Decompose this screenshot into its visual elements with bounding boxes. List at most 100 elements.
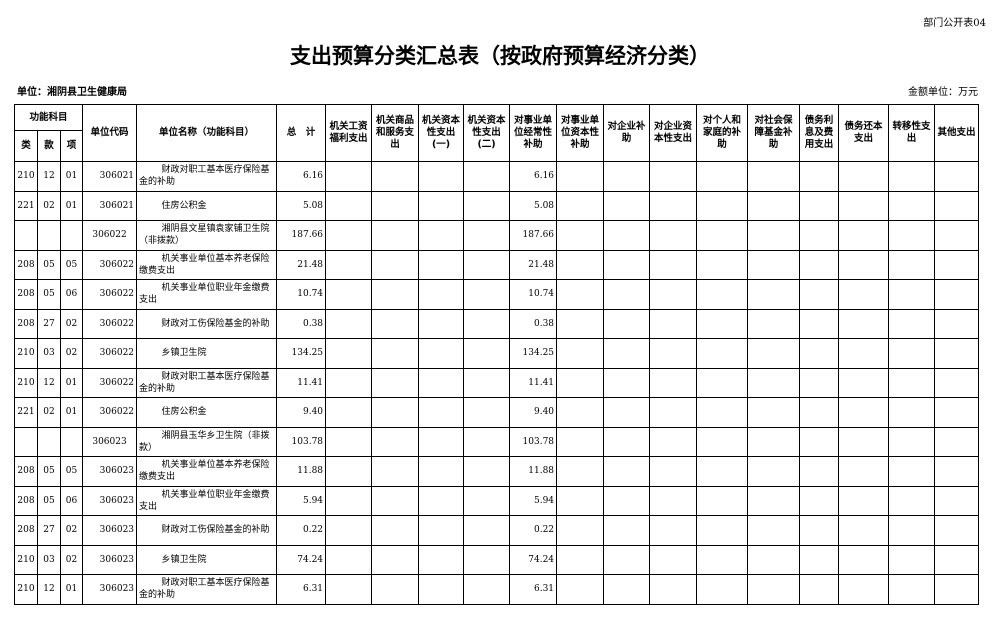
cell-xiang: 05 bbox=[59, 456, 84, 487]
cell-col bbox=[371, 544, 420, 575]
cell-code: 306022 bbox=[82, 220, 138, 251]
cell-col bbox=[371, 515, 420, 546]
cell-col bbox=[556, 515, 605, 546]
cell-col bbox=[934, 485, 980, 516]
cell-col bbox=[603, 190, 651, 221]
cell-name: 湘阴县玉华乡卫生院（非拨款） bbox=[136, 426, 278, 457]
cell-col bbox=[696, 190, 749, 221]
header-col: 机关工资福利支出 bbox=[325, 104, 373, 162]
cell-col bbox=[325, 574, 373, 605]
cell-col bbox=[463, 544, 511, 575]
cell-lei: 210 bbox=[14, 574, 38, 605]
cell-kuan: 05 bbox=[37, 485, 61, 516]
cell-col: 6.16 bbox=[509, 161, 558, 192]
header-name: 单位名称（功能科目） bbox=[136, 104, 278, 162]
cell-col bbox=[649, 397, 698, 428]
cell-total: 0.38 bbox=[276, 308, 327, 339]
cell-col bbox=[934, 426, 980, 457]
cell-col bbox=[371, 161, 420, 192]
unit-label: 单位：湘阴县卫生健康局 bbox=[17, 87, 127, 98]
cell-kuan: 05 bbox=[37, 456, 61, 487]
cell-col bbox=[463, 190, 511, 221]
cell-col bbox=[418, 338, 465, 369]
cell-col bbox=[934, 397, 980, 428]
table-row: 221 02 01 306021 住房公积金 5.08 5.08 bbox=[14, 190, 980, 221]
cell-name: 乡镇卫生院 bbox=[136, 338, 278, 369]
cell-col bbox=[556, 426, 605, 457]
header-col: 对企业资本性支出 bbox=[649, 104, 698, 162]
cell-code: 306023 bbox=[82, 456, 138, 487]
header-col: 对社会保障基金补助 bbox=[747, 104, 801, 162]
cell-col bbox=[603, 397, 651, 428]
cell-col bbox=[838, 426, 890, 457]
cell-col bbox=[649, 220, 698, 251]
cell-lei bbox=[14, 220, 38, 251]
cell-col bbox=[799, 426, 840, 457]
cell-col bbox=[649, 190, 698, 221]
cell-col bbox=[325, 397, 373, 428]
cell-col: 5.94 bbox=[509, 485, 558, 516]
cell-kuan: 02 bbox=[37, 397, 61, 428]
cell-name: 住房公积金 bbox=[136, 190, 278, 221]
cell-col bbox=[888, 515, 936, 546]
cell-total: 5.94 bbox=[276, 485, 327, 516]
cell-col bbox=[838, 456, 890, 487]
cell-col bbox=[934, 338, 980, 369]
cell-col bbox=[799, 279, 840, 310]
cell-col bbox=[696, 397, 749, 428]
cell-kuan: 03 bbox=[37, 338, 61, 369]
cell-total: 9.40 bbox=[276, 397, 327, 428]
cell-col bbox=[888, 220, 936, 251]
cell-col bbox=[799, 485, 840, 516]
cell-col bbox=[934, 544, 980, 575]
cell-col bbox=[418, 249, 465, 280]
cell-lei: 221 bbox=[14, 397, 38, 428]
cell-col bbox=[649, 279, 698, 310]
cell-code: 306022 bbox=[82, 308, 138, 339]
cell-col bbox=[418, 367, 465, 398]
cell-col bbox=[838, 367, 890, 398]
cell-col: 6.31 bbox=[509, 574, 558, 605]
cell-name: 财政对工伤保险基金的补助 bbox=[136, 308, 278, 339]
cell-xiang: 06 bbox=[59, 279, 84, 310]
cell-col bbox=[888, 574, 936, 605]
cell-col bbox=[325, 220, 373, 251]
cell-col bbox=[325, 515, 373, 546]
cell-col bbox=[325, 485, 373, 516]
cell-col bbox=[696, 161, 749, 192]
cell-col bbox=[649, 249, 698, 280]
cell-col bbox=[649, 367, 698, 398]
cell-lei: 208 bbox=[14, 308, 38, 339]
cell-xiang: 01 bbox=[59, 190, 84, 221]
cell-col bbox=[325, 456, 373, 487]
cell-col bbox=[747, 367, 801, 398]
cell-col bbox=[747, 426, 801, 457]
cell-code: 306022 bbox=[82, 279, 138, 310]
cell-total: 0.22 bbox=[276, 515, 327, 546]
cell-col bbox=[934, 190, 980, 221]
header-col: 机关资本性支出(一) bbox=[418, 104, 465, 162]
cell-col bbox=[838, 397, 890, 428]
header-col: 其他支出 bbox=[934, 104, 980, 162]
cell-col: 0.22 bbox=[509, 515, 558, 546]
cell-lei: 210 bbox=[14, 544, 38, 575]
cell-col bbox=[418, 544, 465, 575]
cell-xiang bbox=[59, 426, 84, 457]
cell-col bbox=[747, 220, 801, 251]
table-row: 208 05 06 306023 机关事业单位职业年金缴费支出 5.94 5.94 bbox=[14, 485, 980, 516]
cell-col bbox=[325, 161, 373, 192]
cell-kuan: 12 bbox=[37, 574, 61, 605]
cell-kuan: 27 bbox=[37, 308, 61, 339]
cell-col bbox=[371, 397, 420, 428]
cell-lei: 208 bbox=[14, 456, 38, 487]
cell-col bbox=[934, 279, 980, 310]
cell-xiang: 01 bbox=[59, 367, 84, 398]
table-row: 208 27 02 306022 财政对工伤保险基金的补助 0.38 0.38 bbox=[14, 308, 980, 339]
cell-col bbox=[649, 485, 698, 516]
cell-col bbox=[556, 397, 605, 428]
cell-col bbox=[556, 161, 605, 192]
cell-code: 306023 bbox=[82, 574, 138, 605]
cell-col: 0.38 bbox=[509, 308, 558, 339]
cell-col bbox=[888, 544, 936, 575]
cell-col bbox=[556, 338, 605, 369]
